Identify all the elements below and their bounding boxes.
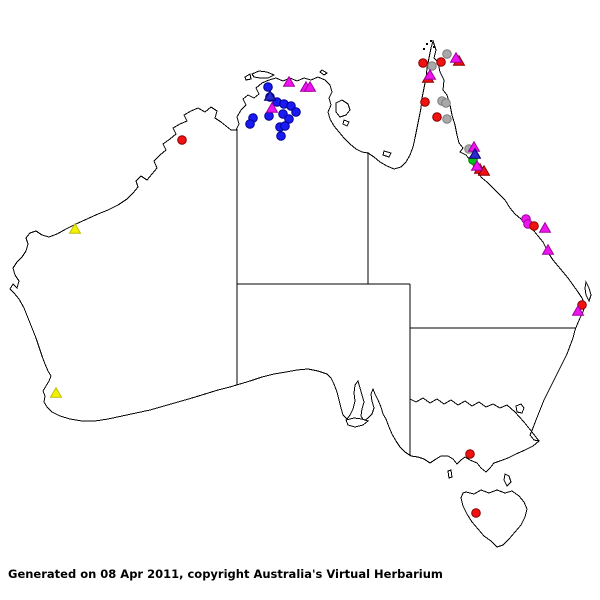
blue-circle-marker — [245, 119, 255, 129]
blue-circle-marker — [263, 82, 273, 92]
yellow-triangle-marker — [68, 222, 82, 234]
magenta-triangle-marker — [541, 243, 555, 255]
navy-triangle-marker — [263, 89, 277, 101]
magenta-triangle-marker — [571, 304, 585, 316]
king-island — [447, 469, 453, 479]
melville-island — [251, 70, 276, 79]
red-circle-marker — [471, 508, 481, 518]
magenta-triangle-marker — [470, 159, 484, 171]
magenta-triangle-marker — [282, 75, 296, 87]
blue-circle-marker — [291, 107, 301, 117]
magenta-triangle-marker — [538, 221, 552, 233]
magenta-triangle-marker — [265, 101, 279, 113]
tasmania-outline — [460, 489, 528, 548]
red-circle-marker — [436, 57, 446, 67]
groote-eylandt — [335, 99, 351, 118]
magenta-triangle-marker — [303, 80, 317, 92]
mornington-island — [382, 150, 392, 158]
blue-circle-marker — [276, 131, 286, 141]
red-circle-marker — [465, 449, 475, 459]
gray-circle-marker — [427, 61, 437, 71]
magenta-triangle-marker — [423, 68, 437, 80]
red-circle-marker — [418, 58, 428, 68]
torres-strait-islet — [426, 43, 428, 45]
blue-circle-marker — [264, 111, 274, 121]
torres-strait-islet — [423, 48, 425, 50]
torres-strait-islet — [430, 40, 432, 42]
yellow-triangle-marker — [49, 386, 63, 398]
red-circle-marker — [420, 97, 430, 107]
gray-circle-marker — [442, 114, 452, 124]
flinders-island — [503, 473, 512, 487]
gray-circle-marker — [441, 98, 451, 108]
red-circle-marker — [577, 300, 587, 310]
mainland-coastline — [9, 39, 586, 473]
fraser-island — [584, 280, 592, 303]
torres-strait-islet — [433, 46, 435, 48]
footer-caption: Generated on 08 Apr 2011, copyright Aust… — [8, 567, 443, 581]
red-circle-marker — [529, 221, 539, 231]
wessel-islands — [319, 69, 328, 76]
gray-circle-marker — [442, 49, 452, 59]
blue-circle-marker — [284, 114, 294, 124]
blue-circle-marker — [280, 121, 290, 131]
act-outline — [515, 403, 525, 414]
nsw-vic-border-line — [409, 397, 540, 442]
navy-triangle-marker — [468, 147, 482, 159]
red-circle-marker — [177, 135, 187, 145]
groote-south-islet — [342, 119, 350, 127]
red-circle-marker — [432, 112, 442, 122]
bathurst-island — [244, 73, 252, 81]
occurrence-marker-layer — [49, 49, 587, 518]
kangaroo-island — [345, 417, 370, 428]
magenta-triangle-marker — [449, 51, 463, 63]
